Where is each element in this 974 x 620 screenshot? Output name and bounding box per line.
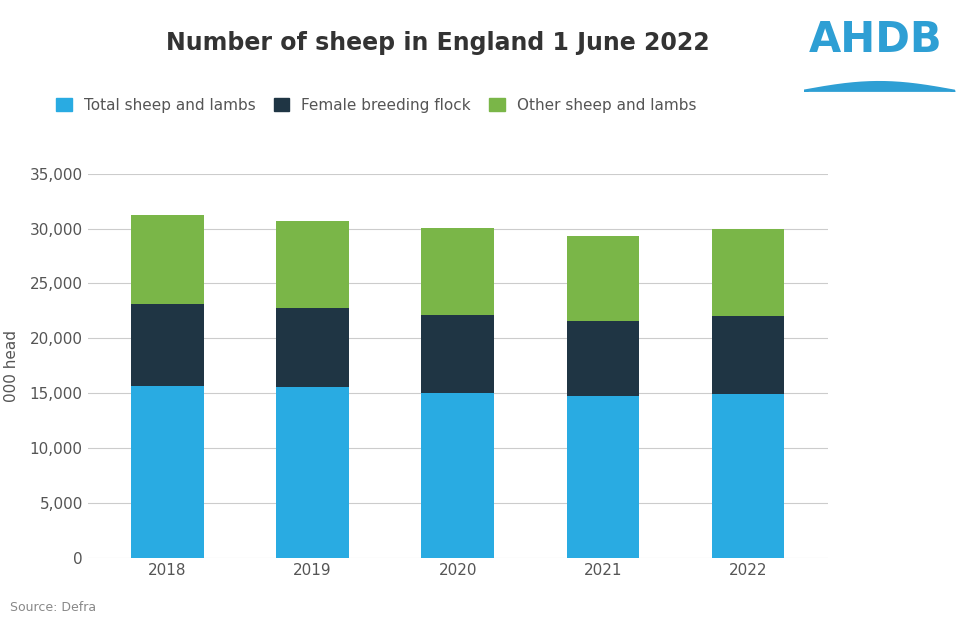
Bar — [131, 386, 204, 558]
Bar — [422, 316, 494, 392]
Text: Number of sheep in England 1 June 2022: Number of sheep in England 1 June 2022 — [167, 31, 710, 55]
Bar — [422, 392, 494, 558]
Y-axis label: 000 head: 000 head — [4, 330, 19, 402]
Bar — [567, 321, 639, 396]
Bar — [277, 308, 349, 387]
Bar — [277, 387, 349, 558]
Text: AHDB: AHDB — [808, 19, 942, 61]
Bar — [567, 396, 639, 558]
Text: Source: Defra: Source: Defra — [10, 601, 95, 614]
Bar — [712, 316, 784, 394]
Bar — [422, 228, 494, 316]
Legend: Total sheep and lambs, Female breeding flock, Other sheep and lambs: Total sheep and lambs, Female breeding f… — [56, 97, 696, 113]
Bar — [712, 229, 784, 316]
Bar — [131, 215, 204, 304]
Bar — [131, 304, 204, 386]
Bar — [712, 394, 784, 558]
Bar — [277, 221, 349, 308]
Bar — [567, 236, 639, 321]
